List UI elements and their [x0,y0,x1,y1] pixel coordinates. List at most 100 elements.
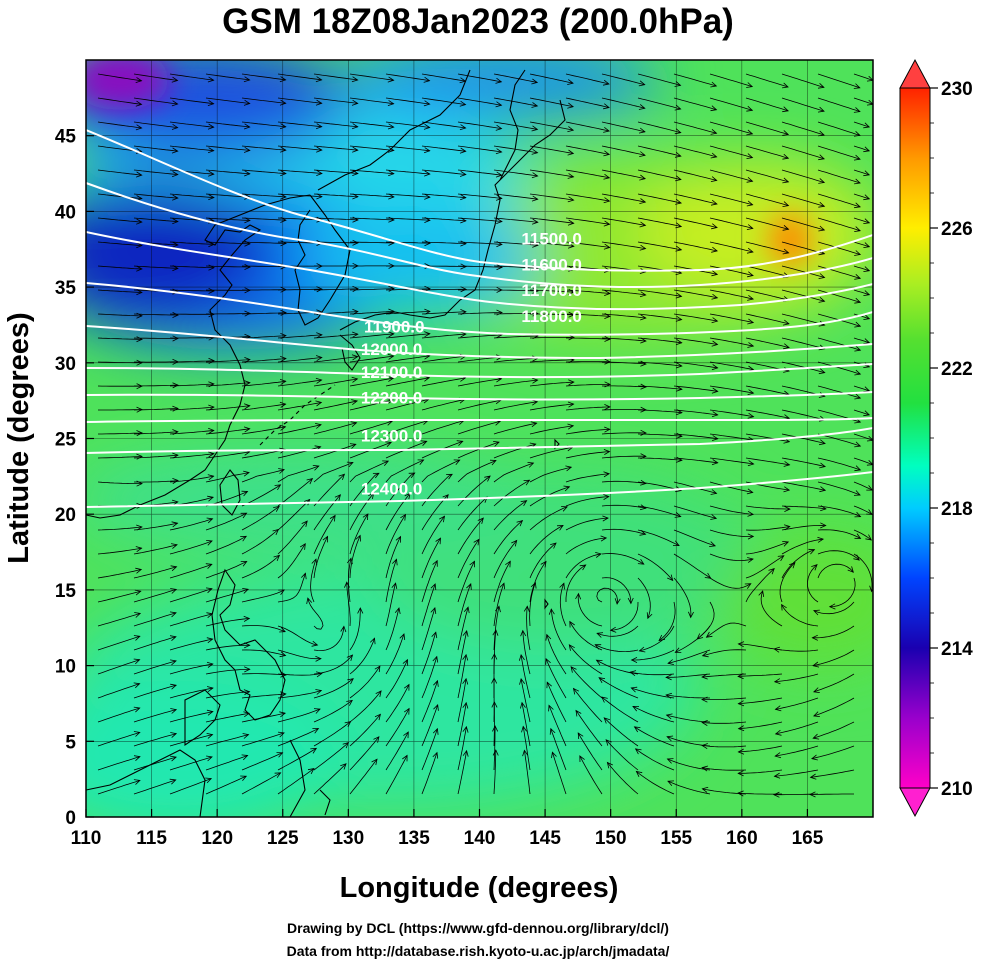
streamline-arrow [568,644,575,651]
streamline [781,193,825,207]
streamline [709,289,754,300]
streamline [709,313,754,323]
streamline [349,97,394,105]
streamline-arrow [710,199,718,206]
streamline-arrow [279,424,287,431]
streamline-arrow [710,152,718,159]
streamline [673,457,718,464]
streamline-arrow [310,747,318,754]
streamline-arrow [169,611,177,618]
streamline [313,400,358,411]
streamline [385,193,430,198]
streamline [313,217,359,221]
streamline-arrow [853,131,861,137]
streamline-arrow [705,631,713,638]
streamline [781,481,826,491]
streamline-arrow [854,369,862,376]
streamline [493,379,538,387]
streamline-arrow [820,522,827,529]
streamline-arrow [388,170,395,177]
coastlines [86,69,566,817]
streamline [493,193,538,200]
streamline [638,457,682,461]
streamline-arrow [863,242,871,248]
streamline [709,529,754,537]
streamline [97,569,142,579]
streamline-arrow [577,732,584,740]
streamline [601,145,646,156]
streamline [457,539,480,579]
y-axis-label: Latitude (degrees) [3,312,35,563]
streamline-arrow [639,221,647,228]
streamline [457,193,502,199]
streamline-arrow [242,733,250,739]
streamline-arrow [675,222,683,229]
streamline-arrow [818,273,826,279]
streamline [634,726,675,747]
streamline [421,333,466,339]
streamline-arrow [812,733,820,740]
streamline-arrow [273,554,281,562]
streamline-arrow [774,729,782,736]
streamline [277,446,321,459]
streamline [817,457,861,471]
streamline [277,478,313,507]
streamline [673,241,718,252]
streamline [277,357,322,363]
streamline [277,708,321,723]
streamline-arrow [469,560,475,568]
streamline [385,377,430,387]
streamline-arrow [545,633,552,641]
streamline [637,193,682,204]
streamline [385,288,431,291]
streamline [421,537,441,579]
streamline-arrow [241,490,249,497]
streamline [529,145,574,154]
streamline-arrow [854,533,862,539]
streamline [810,793,854,795]
streamline [529,425,574,435]
streamline-arrow [491,677,498,684]
streamline-arrow [527,462,535,468]
streamline [774,648,819,652]
streamline-arrow [609,626,617,633]
streamline-arrow [863,266,871,272]
streamline-arrow [460,331,467,338]
streamline-arrow [818,225,826,232]
streamline-arrow [747,533,755,540]
streamline-arrow [854,321,862,328]
streamline [385,684,410,723]
streamline [709,361,754,370]
streamline [349,193,394,198]
streamline-arrow [311,640,319,647]
streamline-arrow [818,154,825,161]
streamline-arrow [674,647,682,653]
streamline [133,589,177,603]
streamline [526,606,531,651]
streamline [169,475,214,483]
streamline [349,472,380,507]
streamline [631,649,675,661]
streamline-arrow [277,731,285,738]
streamline-arrow [531,125,539,132]
streamline-arrow [133,706,141,713]
streamline [313,378,358,387]
streamline [565,537,607,555]
streamline [853,193,870,200]
streamline-arrow [134,612,142,618]
streamline [313,742,349,771]
streamline-arrow [603,471,611,478]
streamline [205,535,247,555]
streamline [637,169,681,180]
streamline [457,312,503,315]
streamline-arrow [135,124,143,131]
streamline [97,756,141,771]
streamline-arrow [346,557,353,565]
streamline [421,288,466,291]
streamline-arrow [737,700,745,707]
streamline [775,745,819,757]
streamline [738,673,783,677]
streamline [817,193,861,208]
streamline [313,97,358,104]
streamline-arrow [819,462,826,469]
